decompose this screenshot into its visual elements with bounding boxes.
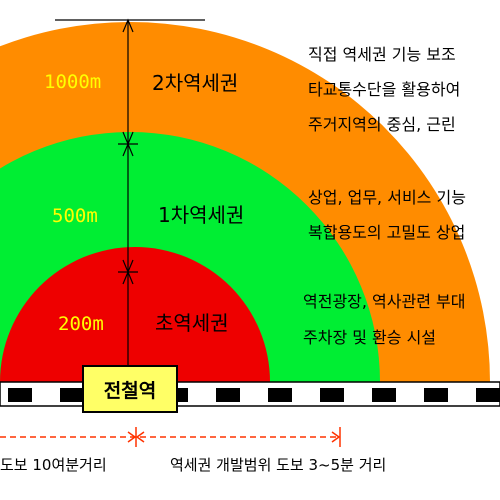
dimension-line (55, 18, 205, 365)
track-block (320, 388, 344, 402)
track-block (268, 388, 292, 402)
railway-track (0, 381, 500, 407)
desc-core-line-2: 주차장 및 환승 시설 (303, 328, 436, 347)
zone-name-core: 초역세권 (155, 311, 229, 335)
station-label: 전철역 (82, 365, 178, 413)
zone-core-area (0, 247, 270, 382)
track-block (60, 388, 84, 402)
desc-secondary-line-1: 직접 역세권 기능 보조 (308, 45, 456, 64)
distance-label-primary: 500m (52, 205, 98, 227)
track-block (8, 388, 32, 402)
walking-label-range: 역세권 개발범위 도보 3~5분 거리 (170, 456, 386, 474)
track-block (476, 388, 500, 402)
track-block (372, 388, 396, 402)
track-block (424, 388, 448, 402)
desc-primary-line-1: 상업, 업무, 서비스 기능 (308, 188, 466, 207)
distance-label-core: 200m (58, 313, 104, 335)
desc-secondary-line-3: 주거지역의 중심, 근린 (308, 115, 456, 134)
track-block (216, 388, 240, 402)
zone-name-primary: 1차역세권 (158, 203, 244, 227)
walking-label-station: 도보 10여분거리 (0, 456, 107, 474)
zone-name-secondary: 2차역세권 (152, 71, 238, 95)
desc-secondary-line-2: 타교통수단을 활용하여 (308, 80, 460, 99)
distance-label-secondary: 1000m (44, 71, 101, 93)
walking-distance-arrows (0, 427, 341, 447)
desc-core-line-1: 역전광장, 역사관련 부대 (303, 292, 465, 311)
desc-primary-line-2: 복합용도의 고밀도 상업 (308, 223, 465, 242)
